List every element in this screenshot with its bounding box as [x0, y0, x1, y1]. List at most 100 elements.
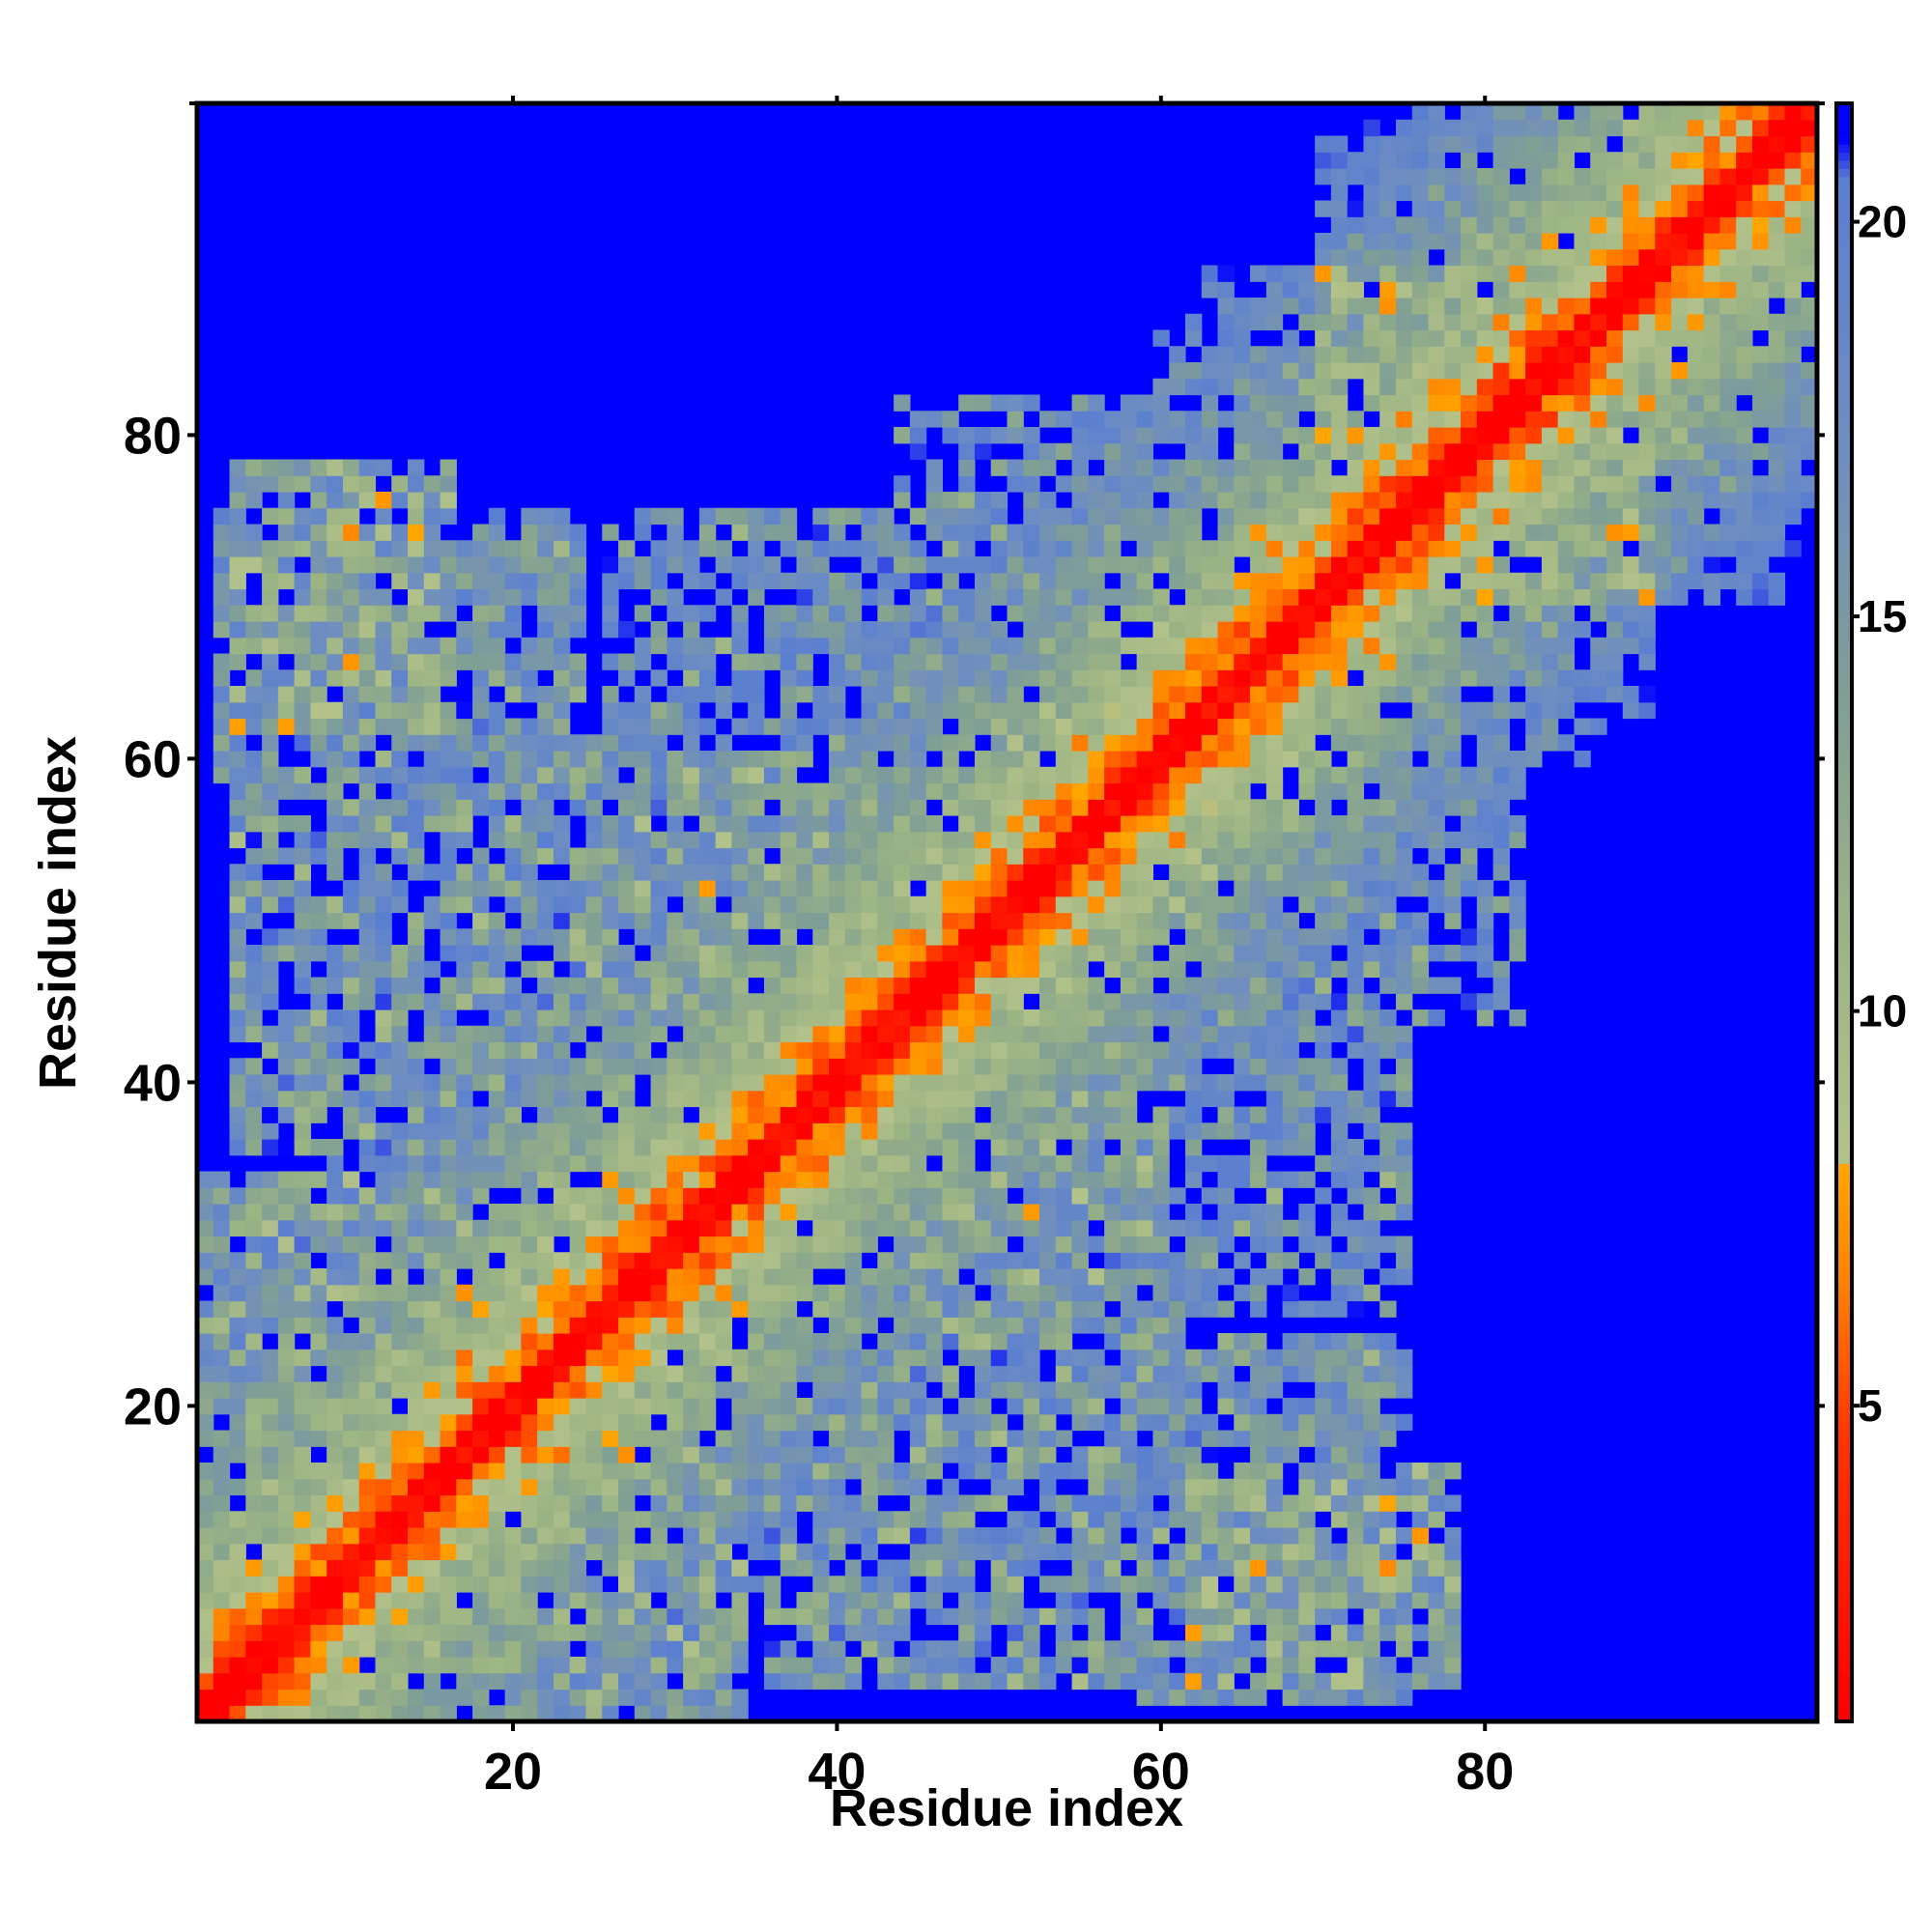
heatmap-cell: [1120, 475, 1138, 493]
heatmap-cell: [229, 540, 246, 557]
heatmap-cell: [958, 895, 976, 914]
heatmap-cell: [1055, 1592, 1073, 1609]
heatmap-cell: [488, 880, 506, 897]
heatmap-cell: [1315, 346, 1332, 363]
heatmap-cell: [585, 1284, 603, 1302]
heatmap-cell: [1136, 637, 1154, 655]
heatmap-cell: [1234, 572, 1251, 590]
heatmap-cell: [829, 1122, 846, 1140]
heatmap-cell: [618, 831, 636, 849]
heatmap-cell: [829, 993, 846, 1010]
heatmap-cell: [683, 1268, 700, 1286]
heatmap-cell: [310, 653, 327, 670]
heatmap-cell: [1104, 1672, 1122, 1690]
heatmap-cell: [1347, 1511, 1365, 1528]
heatmap-cell: [553, 1025, 571, 1043]
heatmap-cell: [1023, 977, 1040, 994]
heatmap-cell: [634, 831, 652, 849]
heatmap-cell: [358, 880, 377, 897]
heatmap-cell: [683, 605, 700, 622]
heatmap-cell: [1023, 880, 1040, 897]
heatmap-cell: [375, 556, 392, 574]
heatmap-cell: [1282, 475, 1299, 493]
heatmap-cell: [1298, 751, 1316, 768]
heatmap-cell: [667, 880, 684, 897]
heatmap-cell: [698, 1543, 717, 1561]
heatmap-cell: [1315, 1333, 1332, 1350]
heatmap-cell: [974, 977, 992, 994]
heatmap-cell: [942, 912, 959, 929]
heatmap-cell: [1347, 524, 1365, 541]
heatmap-cell: [1120, 1381, 1138, 1399]
heatmap-cell: [1120, 799, 1138, 816]
heatmap-cell: [213, 507, 231, 526]
heatmap-cell: [844, 1657, 863, 1674]
heatmap-cell: [763, 1009, 781, 1027]
heatmap-cell: [327, 540, 344, 557]
heatmap-cell: [1330, 1624, 1349, 1641]
heatmap-cell: [1298, 1463, 1316, 1480]
heatmap-cell: [796, 1090, 813, 1108]
heatmap-cell: [391, 1284, 409, 1302]
heatmap-cell: [1330, 1300, 1349, 1318]
heatmap-cell: [1282, 1058, 1299, 1075]
heatmap-cell: [1039, 1657, 1057, 1674]
heatmap-cell: [488, 1494, 506, 1512]
heatmap-cell: [310, 1333, 327, 1350]
heatmap-cell: [1250, 1236, 1267, 1253]
heatmap-cell: [358, 945, 377, 962]
heatmap-cell: [1023, 1413, 1040, 1432]
heatmap-cell: [796, 540, 813, 557]
heatmap-cell: [1071, 1672, 1089, 1690]
heatmap-cell: [1136, 1154, 1154, 1173]
heatmap-cell: [877, 1657, 895, 1674]
heatmap-cell: [342, 1705, 360, 1722]
heatmap-cell: [472, 1236, 490, 1253]
heatmap-cell: [262, 734, 279, 752]
heatmap-cell: [408, 1333, 425, 1350]
heatmap-cell: [796, 1009, 813, 1027]
heatmap-cell: [1201, 411, 1219, 428]
heatmap-cell: [504, 1640, 522, 1658]
heatmap-cell: [812, 605, 830, 622]
heatmap-cell: [537, 1252, 554, 1269]
heatmap-cell: [569, 977, 587, 994]
heatmap-cell: [1347, 572, 1365, 590]
heatmap-cell: [942, 1365, 959, 1382]
heatmap-cell: [408, 928, 425, 946]
heatmap-cell: [440, 475, 457, 493]
heatmap-cell: [1152, 1333, 1170, 1350]
heatmap-cell: [894, 1381, 911, 1399]
heatmap-cell: [894, 1187, 911, 1205]
heatmap-cell: [553, 669, 571, 687]
heatmap-cell: [423, 1204, 441, 1221]
heatmap-cell: [375, 1527, 392, 1545]
heatmap-cell: [763, 1607, 781, 1626]
heatmap-cell: [294, 1478, 311, 1496]
heatmap-cell: [277, 1365, 296, 1382]
heatmap-cell: [1071, 1058, 1089, 1075]
heatmap-cell: [861, 1463, 878, 1480]
heatmap-cell: [1250, 313, 1267, 331]
heatmap-cell: [294, 1187, 311, 1205]
heatmap-cell: [1007, 718, 1024, 735]
heatmap-cell: [440, 1171, 457, 1188]
heatmap-cell: [1169, 378, 1186, 396]
heatmap-cell: [877, 605, 895, 622]
heatmap-cell: [553, 1284, 571, 1302]
heatmap-cell: [408, 1300, 425, 1318]
heatmap-cell: [1201, 734, 1219, 752]
heatmap-cell: [650, 960, 668, 979]
heatmap-cell: [894, 1236, 911, 1253]
heatmap-cell: [1169, 1058, 1186, 1075]
heatmap-cell: [585, 1494, 603, 1512]
heatmap-cell: [213, 605, 231, 622]
heatmap-cell: [229, 1430, 246, 1447]
heatmap-cell: [423, 1009, 441, 1027]
heatmap-cell: [812, 1349, 830, 1367]
heatmap-cell: [245, 1300, 263, 1318]
heatmap-cell: [213, 572, 231, 590]
heatmap-cell: [1265, 298, 1284, 315]
heatmap-cell: [812, 831, 830, 849]
heatmap-cell: [990, 734, 1009, 752]
